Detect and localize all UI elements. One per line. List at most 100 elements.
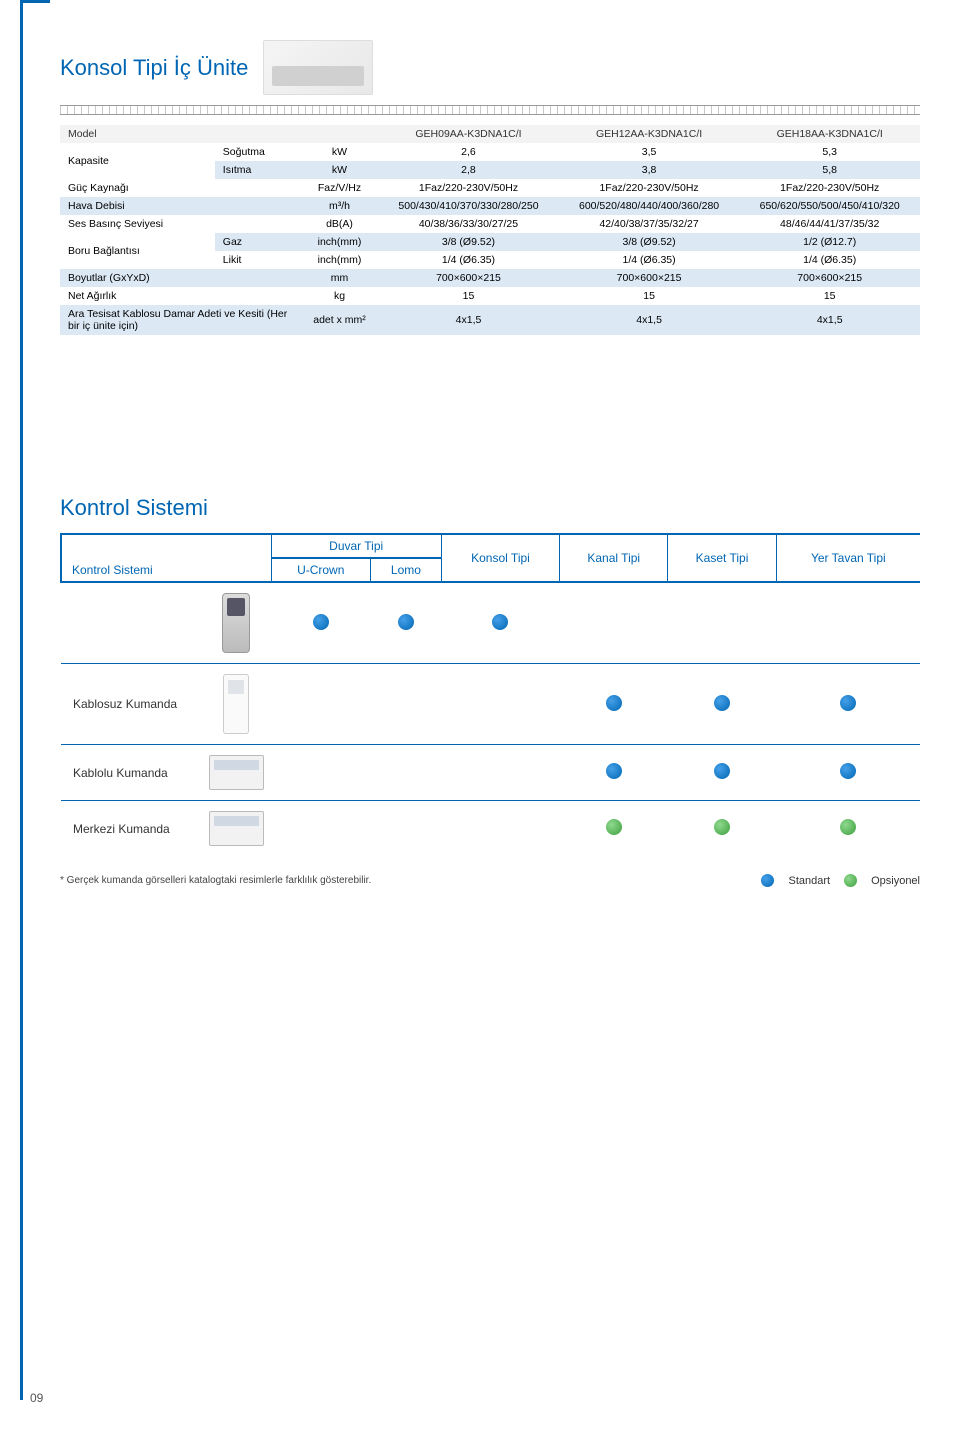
- spec-unit: inch(mm): [301, 251, 378, 269]
- topcol-1: Kanal Tipi: [560, 534, 668, 582]
- control-cell: [668, 745, 776, 801]
- dot-green-icon: [714, 819, 730, 835]
- spec-label2: Soğutma: [215, 143, 301, 161]
- control-cell: [441, 745, 559, 801]
- spec-label2: Gaz: [215, 233, 301, 251]
- spec-label1: Boru Bağlantısı: [60, 233, 215, 269]
- control-cell: [560, 801, 668, 857]
- spec-value: 3/8 (Ø9.52): [559, 233, 740, 251]
- spec-label1: Net Ağırlık: [60, 287, 301, 305]
- page-left-border: [20, 0, 23, 1400]
- control-row-label: Kablolu Kumanda: [61, 745, 201, 801]
- unit-blank: [301, 125, 378, 143]
- spec-value: 600/520/480/440/400/360/280: [559, 197, 740, 215]
- subcol-1: Lomo: [370, 558, 441, 582]
- remote2-icon: [223, 674, 249, 734]
- spec-value: 5,3: [739, 143, 920, 161]
- control-img-col: [201, 534, 271, 582]
- control-row-image: [201, 801, 271, 857]
- footnote-row: * Gerçek kumanda görselleri katalogtaki …: [60, 874, 920, 887]
- control-cell: [441, 582, 559, 664]
- control-cell: [776, 745, 920, 801]
- spec-row: Boru BağlantısıGazinch(mm)3/8 (Ø9.52)3/8…: [60, 233, 920, 251]
- dot-blue-icon: [714, 763, 730, 779]
- spec-label2: Likit: [215, 251, 301, 269]
- control-row: [61, 582, 920, 664]
- spec-row: Güç KaynağıFaz/V/Hz1Faz/220-230V/50Hz1Fa…: [60, 179, 920, 197]
- spec-value: 3/8 (Ø9.52): [378, 233, 559, 251]
- spec-unit: dB(A): [301, 215, 378, 233]
- dot-blue-icon: [398, 614, 414, 630]
- spec-unit: inch(mm): [301, 233, 378, 251]
- spec-value: 3,5: [559, 143, 740, 161]
- spec-value: 40/38/36/33/30/27/25: [378, 215, 559, 233]
- dot-blue-icon: [313, 614, 329, 630]
- spec-value: 700×600×215: [378, 269, 559, 287]
- control-cell: [776, 664, 920, 745]
- spec-value: 3,8: [559, 161, 740, 179]
- spec-row: Ara Tesisat Kablosu Damar Adeti ve Kesit…: [60, 305, 920, 335]
- control-row: Kablolu Kumanda: [61, 745, 920, 801]
- control-row-image: [201, 582, 271, 664]
- header-col-0: GEH09AA-K3DNA1C/I: [378, 125, 559, 143]
- dot-blue-icon: [606, 763, 622, 779]
- control-table: Kontrol Sistemi Duvar Tipi Konsol Tipi K…: [60, 533, 920, 856]
- control-cell: [776, 582, 920, 664]
- spec-label1: Hava Debisi: [60, 197, 301, 215]
- control-row: Merkezi Kumanda: [61, 801, 920, 857]
- spec-label1: Güç Kaynağı: [60, 179, 301, 197]
- spec-row: KapasiteSoğutmakW2,63,55,3: [60, 143, 920, 161]
- control-cell: [668, 801, 776, 857]
- legend-standart: Standart: [788, 875, 830, 887]
- dot-blue-icon: [492, 614, 508, 630]
- spec-label1: Ses Basınç Seviyesi: [60, 215, 301, 233]
- footnote-text: * Gerçek kumanda görselleri katalogtaki …: [60, 875, 371, 886]
- legend-dot-green: [844, 874, 857, 887]
- spec-value: 1/2 (Ø12.7): [739, 233, 920, 251]
- legend-dot-blue: [761, 874, 774, 887]
- spec-row: Boyutlar (GxYxD)mm700×600×215700×600×215…: [60, 269, 920, 287]
- control-cell: [370, 745, 441, 801]
- spec-value: 500/430/410/370/330/280/250: [378, 197, 559, 215]
- spec-value: 1Faz/220-230V/50Hz: [378, 179, 559, 197]
- spec-value: 4x1,5: [559, 305, 740, 335]
- spec-unit: kg: [301, 287, 378, 305]
- spec-value: 2,6: [378, 143, 559, 161]
- subcol-0: U-Crown: [271, 558, 370, 582]
- panel2-icon: [209, 811, 264, 846]
- control-corner: Kontrol Sistemi: [61, 534, 201, 582]
- control-cell: [271, 582, 370, 664]
- spec-row: Net Ağırlıkkg151515: [60, 287, 920, 305]
- spec-label2: Isıtma: [215, 161, 301, 179]
- page-top-border: [20, 0, 50, 3]
- control-cell: [441, 664, 559, 745]
- control-cell: [441, 801, 559, 857]
- section1-title-row: Konsol Tipi İç Ünite: [60, 40, 920, 95]
- spec-value: 1Faz/220-230V/50Hz: [739, 179, 920, 197]
- spec-value: 4x1,5: [378, 305, 559, 335]
- control-row-label: Kablosuz Kumanda: [61, 664, 201, 745]
- dot-blue-icon: [714, 695, 730, 711]
- spec-row: Ses Basınç SeviyesidB(A)40/38/36/33/30/2…: [60, 215, 920, 233]
- section2-title: Kontrol Sistemi: [60, 495, 920, 521]
- spec-value: 700×600×215: [739, 269, 920, 287]
- legend-opsiyonel: Opsiyonel: [871, 875, 920, 887]
- spec-value: 15: [559, 287, 740, 305]
- dot-green-icon: [606, 819, 622, 835]
- spec-row: Hava Debisim³/h500/430/410/370/330/280/2…: [60, 197, 920, 215]
- topcol-0: Konsol Tipi: [441, 534, 559, 582]
- control-cell: [370, 664, 441, 745]
- spec-label1: Kapasite: [60, 143, 215, 179]
- spec-value: 1/4 (Ø6.35): [559, 251, 740, 269]
- spec-value: 15: [378, 287, 559, 305]
- control-cell: [560, 582, 668, 664]
- control-row-image: [201, 745, 271, 801]
- control-row-label: Merkezi Kumanda: [61, 801, 201, 857]
- control-cell: [776, 801, 920, 857]
- ladder-divider: [60, 105, 920, 115]
- control-cell: [668, 664, 776, 745]
- spec-unit: kW: [301, 143, 378, 161]
- control-row-image: [201, 664, 271, 745]
- header-col-1: GEH12AA-K3DNA1C/I: [559, 125, 740, 143]
- spec-value: 48/46/44/41/37/35/32: [739, 215, 920, 233]
